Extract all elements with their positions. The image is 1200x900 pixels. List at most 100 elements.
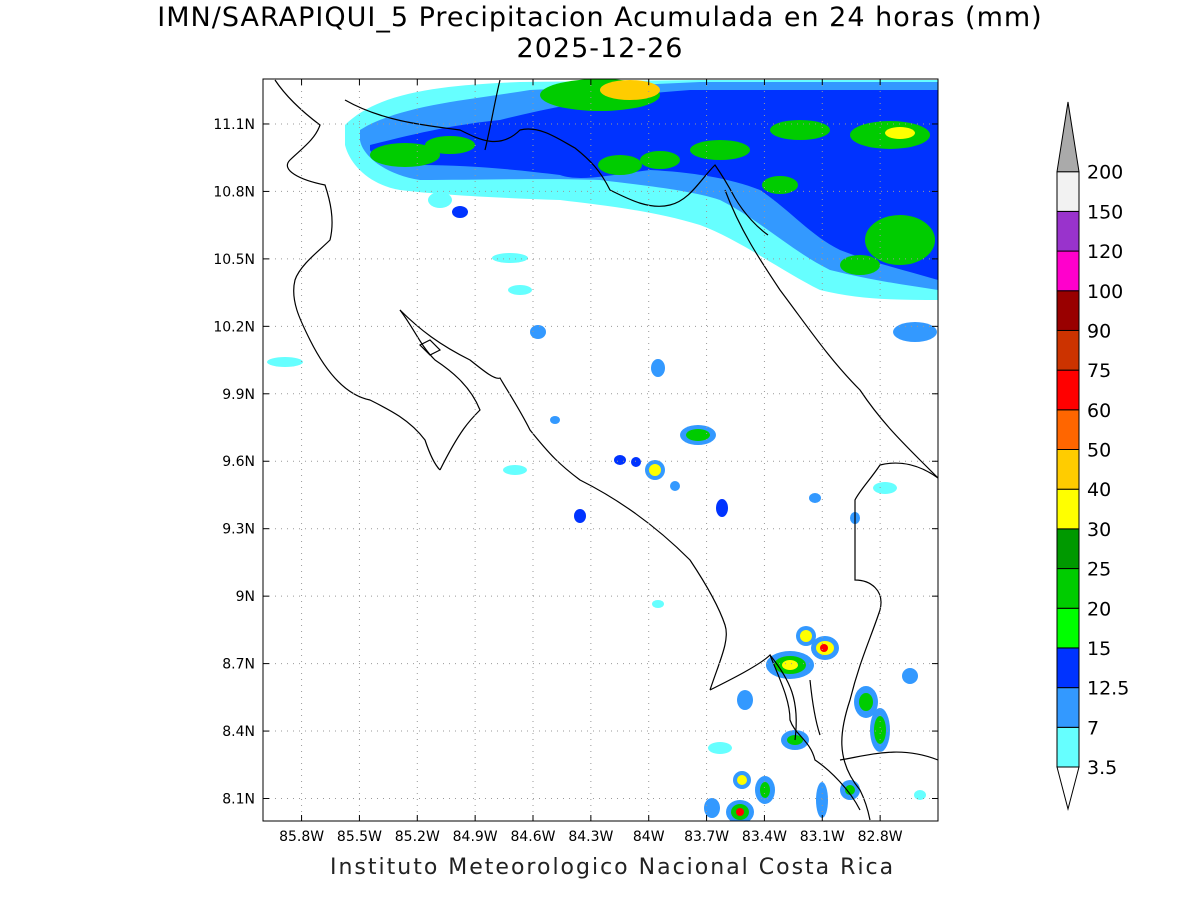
lon-tick-label: 83.4W <box>742 829 787 845</box>
panama-border <box>841 462 938 821</box>
caribbean-coast <box>724 189 938 479</box>
legend-color-swatch <box>1056 329 1080 371</box>
rain-cell <box>670 481 680 491</box>
rain-cell <box>598 155 642 175</box>
chart-date: 2025-12-26 <box>516 33 684 64</box>
central-pacific-coast <box>399 309 727 691</box>
rain-cell <box>574 509 586 523</box>
lon-tick-label: 82.8W <box>858 829 903 845</box>
pacific-coast-north <box>274 79 441 471</box>
rain-cell <box>893 322 937 342</box>
rain-cell <box>736 808 744 816</box>
legend-bottom-arrow <box>1056 766 1080 811</box>
rain-cell <box>885 127 915 139</box>
rain-cell <box>370 143 440 167</box>
lat-tick-label: 9.6N <box>222 454 255 470</box>
legend-label: 15 <box>1087 638 1111 660</box>
lat-tick-label: 10.5N <box>213 252 255 268</box>
lat-tick-label: 10.8N <box>213 184 255 200</box>
rain-cell <box>600 80 660 100</box>
legend-label: 12.5 <box>1087 678 1129 700</box>
rain-cell <box>452 206 468 218</box>
rain-cell <box>840 255 880 275</box>
lon-tick-label: 84W <box>633 829 665 845</box>
rain-cell <box>631 457 641 467</box>
lat-tick-label: 11.1N <box>213 117 255 133</box>
nicoya-gulf <box>399 309 481 471</box>
legend-label: 30 <box>1087 519 1111 541</box>
precipitation-field <box>267 79 938 821</box>
rain-cell <box>762 176 798 194</box>
rain-cell <box>874 716 886 744</box>
lat-tick-label: 8.1N <box>222 792 255 808</box>
lat-tick-label: 9N <box>236 589 255 605</box>
rain-cell <box>267 357 303 367</box>
legend-label: 100 <box>1087 281 1123 303</box>
legend-color-swatch <box>1056 726 1080 768</box>
chart-title: IMN/SARAPIQUI_5 Precipitacion Acumulada … <box>157 2 1043 33</box>
rain-cell <box>716 499 728 517</box>
rain-cell <box>737 775 747 785</box>
legend-color-swatch <box>1056 210 1080 252</box>
rain-cell <box>914 790 926 800</box>
lat-tick-label: 10.2N <box>213 319 255 335</box>
rain-cell <box>820 644 828 652</box>
legend-label: 200 <box>1087 162 1123 184</box>
rain-cell <box>640 151 680 169</box>
rain-cell <box>508 285 532 295</box>
legend-label: 150 <box>1087 201 1123 223</box>
rain-cell <box>651 359 665 377</box>
legend-colorbar: 3.5 7 12.5 15 20 25 30 40 50 60 75 90 100 120 150 200 <box>1056 101 1129 811</box>
rain-cell <box>425 136 475 154</box>
lon-tick-label: 84.9W <box>453 829 498 845</box>
rain-cell <box>686 429 710 441</box>
legend-label: 120 <box>1087 241 1123 263</box>
rain-cell <box>690 140 750 160</box>
lon-tick-label: 83.7W <box>684 829 729 845</box>
rain-cell <box>902 668 918 684</box>
lon-tick-label: 85.5W <box>337 829 382 845</box>
lon-tick-label: 83.1W <box>800 829 845 845</box>
legend-label: 3.5 <box>1087 757 1117 779</box>
rain-cell <box>737 690 753 710</box>
legend-label: 40 <box>1087 479 1111 501</box>
lat-tick-label: 8.4N <box>222 724 255 740</box>
rain-cell <box>800 630 812 642</box>
panama-coast <box>839 751 938 761</box>
legend-color-swatch <box>1056 369 1080 411</box>
lat-tick-label: 9.9N <box>222 387 255 403</box>
lon-tick-label: 85.8W <box>279 829 324 845</box>
lat-tick-label: 8.7N <box>222 657 255 673</box>
lon-tick-label: 84.6W <box>510 829 555 845</box>
legend-color-swatch <box>1056 290 1080 331</box>
nicaragua-border <box>344 99 769 236</box>
legend-label: 25 <box>1087 559 1111 581</box>
rain-cell <box>859 693 873 711</box>
legend-label: 7 <box>1087 717 1099 739</box>
graticule <box>263 79 938 821</box>
legend-top-arrow <box>1056 101 1080 173</box>
legend-label: 20 <box>1087 598 1111 620</box>
rain-cell <box>614 455 626 465</box>
lon-tick-label: 84.3W <box>568 829 613 845</box>
rain-cell <box>760 782 770 798</box>
legend-color-swatch <box>1056 568 1080 609</box>
legend-color-swatch <box>1056 449 1080 490</box>
plot-frame <box>262 78 939 822</box>
rain-cell <box>704 798 720 818</box>
gulf-dulce <box>769 654 821 741</box>
lat-tick-label: 9.3N <box>222 522 255 538</box>
coastlines <box>274 79 938 821</box>
rain-cell <box>649 464 661 476</box>
rain-cell <box>428 192 452 208</box>
rain-cell <box>845 785 855 795</box>
osa-peninsula <box>709 653 861 811</box>
legend-color-swatch <box>1056 687 1080 728</box>
lake-nicaragua <box>484 79 501 151</box>
lon-tick-label: 85.2W <box>395 829 440 845</box>
rain-cell <box>652 600 664 608</box>
footer-credit: Instituto Meteorologico Nacional Costa R… <box>330 855 896 880</box>
legend-label: 60 <box>1087 400 1111 422</box>
rain-cell <box>809 493 821 503</box>
